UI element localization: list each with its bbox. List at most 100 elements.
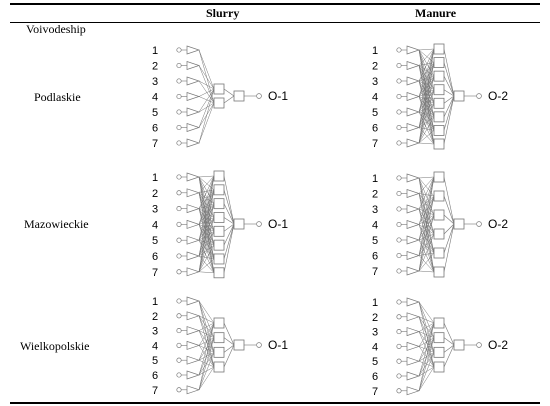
- hidden-neuron: [433, 138, 445, 150]
- connection-line: [418, 214, 435, 272]
- connection-line: [223, 344, 235, 353]
- connection-line: [418, 142, 435, 145]
- input-neuron: [406, 235, 421, 245]
- connection-line: [418, 214, 435, 241]
- connection-line: [418, 80, 435, 117]
- output-node: [256, 93, 262, 99]
- connection-line: [418, 96, 435, 104]
- connection-line: [418, 195, 435, 225]
- input-node: [176, 62, 182, 69]
- input-node: [396, 388, 402, 394]
- hidden-neuron: [433, 125, 445, 136]
- input-neuron: [186, 92, 201, 101]
- input-neuron: [406, 123, 421, 132]
- input-neuron: [186, 370, 201, 380]
- input-neuron: [406, 341, 421, 351]
- connection-line: [198, 49, 215, 90]
- input-neuron: [406, 327, 421, 337]
- output-label: O-1: [268, 217, 288, 231]
- input-neuron: [406, 138, 421, 148]
- connection-line: [418, 103, 435, 144]
- hidden-neuron: [433, 209, 445, 221]
- hidden-neuron: [433, 70, 445, 82]
- input-number: 7: [152, 385, 158, 397]
- connection-line: [198, 192, 215, 218]
- input-number: 4: [152, 92, 158, 104]
- input-number: 1: [152, 296, 158, 308]
- connection-line: [198, 175, 215, 225]
- connection-line: [418, 75, 435, 97]
- input-neuron: [186, 385, 201, 395]
- connection-line: [198, 102, 215, 113]
- bottom-rule: [10, 402, 540, 404]
- input-neuron: [186, 267, 201, 277]
- input-node: [396, 237, 402, 243]
- hidden-neuron: [433, 57, 445, 68]
- connection-line: [418, 322, 435, 332]
- connection-line: [198, 322, 215, 331]
- output-label: O-1: [268, 338, 288, 352]
- input-node: [396, 62, 402, 69]
- connection-line: [418, 62, 435, 144]
- connection-line: [198, 176, 215, 218]
- connection-line: [418, 96, 435, 118]
- hidden-neuron: [433, 84, 445, 96]
- connection-line: [198, 366, 215, 390]
- connection-line: [223, 95, 235, 104]
- input-number: 6: [152, 370, 158, 382]
- row-label-mazowieckie: Mazowieckie: [24, 217, 89, 231]
- connection-line: [198, 231, 215, 272]
- input-node: [176, 342, 182, 348]
- input-number: 2: [372, 312, 378, 324]
- header-rule: [10, 22, 540, 23]
- connection-line: [418, 195, 435, 256]
- connection-line: [418, 176, 435, 225]
- output-neuron: [233, 218, 245, 230]
- connection-line: [198, 80, 215, 104]
- input-neuron: [186, 61, 201, 70]
- connection-line: [198, 239, 215, 246]
- input-neuron: [186, 107, 201, 117]
- input-neuron: [406, 189, 421, 198]
- input-number: 6: [372, 251, 378, 263]
- connection-line: [443, 344, 455, 368]
- input-number: 6: [372, 123, 378, 135]
- input-number: 6: [152, 251, 158, 263]
- input-number: 7: [152, 138, 158, 150]
- connection-line: [198, 224, 215, 246]
- row-header-voivodeship: Voivodeship: [26, 22, 86, 36]
- connection-line: [443, 223, 455, 235]
- input-neuron: [186, 204, 201, 214]
- input-neuron: [186, 138, 201, 148]
- input-neuron: [406, 45, 421, 55]
- connection-line: [418, 195, 435, 210]
- input-neuron: [186, 311, 201, 321]
- connection-line: [223, 322, 235, 346]
- hidden-neuron: [433, 190, 445, 202]
- connection-line: [198, 175, 215, 193]
- hidden-neuron: [433, 317, 445, 329]
- connection-line: [198, 315, 215, 324]
- input-number: 3: [372, 327, 378, 339]
- connection-line: [418, 176, 435, 241]
- connection-line: [418, 48, 435, 51]
- connection-line: [443, 223, 455, 254]
- hidden-neuron: [213, 184, 225, 196]
- hidden-neuron: [433, 171, 445, 183]
- connection-line: [198, 337, 215, 390]
- output-label: O-1: [268, 89, 288, 103]
- connection-line: [418, 233, 435, 256]
- input-number: 6: [372, 371, 378, 383]
- input-node: [396, 221, 402, 228]
- connection-line: [198, 322, 215, 346]
- hidden-neuron: [213, 212, 225, 223]
- input-node: [176, 206, 182, 212]
- connection-line: [198, 208, 215, 246]
- connection-line: [418, 352, 435, 391]
- hidden-neuron: [433, 332, 445, 344]
- connection-line: [418, 224, 435, 235]
- connection-line: [223, 88, 235, 97]
- connection-line: [443, 76, 455, 97]
- hidden-neuron: [213, 225, 225, 237]
- connection-line: [418, 130, 435, 144]
